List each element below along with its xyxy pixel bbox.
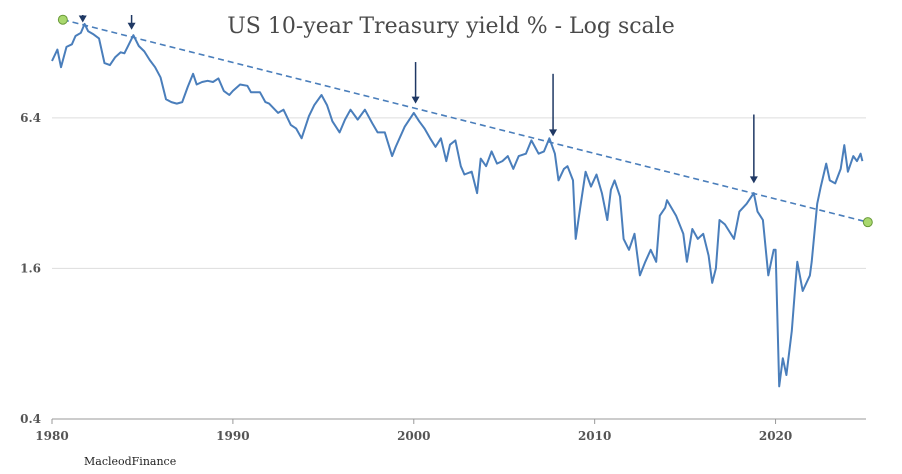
arrow-head xyxy=(749,176,758,184)
annotation-arrow xyxy=(411,62,420,104)
arrow-head xyxy=(78,15,87,23)
y-axis-ticks: 0.4 1.6 6.4 xyxy=(20,111,41,426)
x-tick-label: 1990 xyxy=(216,429,249,443)
annotation-arrow xyxy=(549,73,558,137)
gridlines xyxy=(52,117,866,420)
y-tick-label: 6.4 xyxy=(20,111,41,125)
annotation-arrow xyxy=(127,15,136,30)
arrow-head xyxy=(411,96,420,104)
y-tick-label: 0.4 xyxy=(20,412,41,426)
annotation-arrow xyxy=(749,114,758,184)
y-tick-label: 1.6 xyxy=(20,261,41,275)
annotation-arrow xyxy=(78,15,87,23)
arrow-head xyxy=(127,22,136,30)
annotation-arrows xyxy=(78,15,758,184)
x-tick-label: 1980 xyxy=(35,429,68,443)
x-axis-ticks: 1980 1990 2000 2010 2020 xyxy=(35,419,792,443)
trendline xyxy=(62,18,869,223)
chart-title: US 10-year Treasury yield % - Log scale xyxy=(227,14,674,39)
trendline-end-marker xyxy=(862,217,873,228)
x-tick-label: 2020 xyxy=(759,429,792,443)
trendline-start-marker xyxy=(57,14,68,25)
series-line-yield xyxy=(51,22,864,388)
x-tick-label: 2010 xyxy=(578,429,611,443)
x-tick-label: 2000 xyxy=(397,429,430,443)
credit-label: MacleodFinance xyxy=(84,455,176,468)
arrow-head xyxy=(549,129,558,137)
